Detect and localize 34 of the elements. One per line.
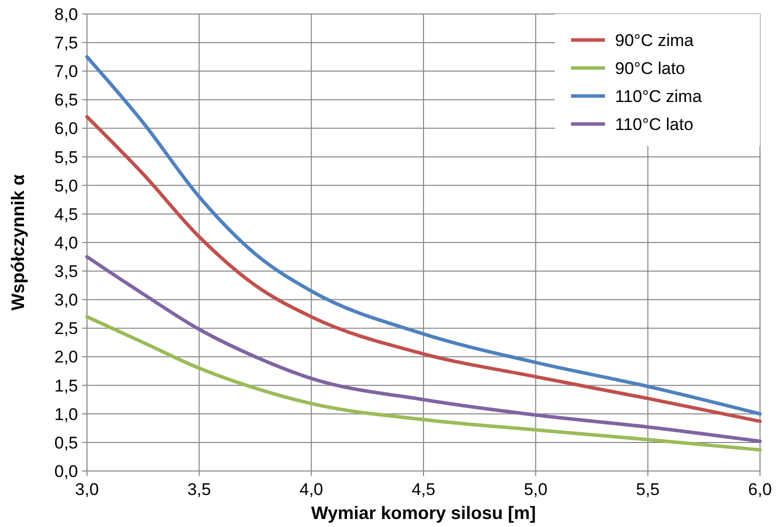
y-tick-label: 4,5: [54, 204, 78, 224]
y-tick-label: 3,0: [54, 290, 78, 310]
line-series: [85, 55, 762, 416]
legend-label: 90°C lato: [615, 58, 686, 78]
x-tick-label: 3,0: [75, 480, 99, 499]
legend-label: 110°C lato: [615, 114, 694, 134]
x-tick-label: 5,0: [524, 480, 548, 499]
x-tick-label: 3,5: [187, 480, 211, 499]
y-tick-label: 0,0: [54, 462, 78, 481]
y-tick-label: 3,5: [54, 262, 78, 282]
line-series: [85, 115, 762, 424]
y-tick-label: 1,0: [54, 404, 78, 424]
legend-label: 110°C zima: [615, 86, 702, 106]
x-tick-label: 5,5: [636, 480, 660, 499]
legend-label: 90°C zima: [615, 30, 694, 50]
x-tick-label: 4,5: [412, 480, 436, 499]
y-tick-label: 4,0: [54, 233, 78, 252]
y-tick-label: 7,0: [54, 62, 78, 82]
y-tick-label: 2,5: [54, 319, 78, 338]
y-tick-label: 2,0: [54, 348, 78, 367]
y-tick-label: 6,5: [54, 90, 78, 110]
y-tick-label: 7,5: [54, 34, 78, 53]
y-tick-label: 5,5: [54, 148, 78, 167]
line-series: [85, 255, 762, 444]
y-axis-title: Współczynnik α: [8, 174, 28, 311]
x-tick-label: 6,0: [748, 480, 772, 499]
y-tick-label: 5,0: [54, 176, 78, 196]
y-tick-label: 8,0: [54, 4, 78, 24]
x-tick-label: 4,0: [300, 480, 324, 499]
line-series: [85, 315, 762, 452]
y-tick-label: 0,5: [54, 433, 78, 452]
x-axis-title: Wymiar komory silosu [m]: [311, 503, 536, 523]
y-tick-label: 6,0: [54, 119, 78, 138]
y-tick-label: 1,5: [54, 376, 78, 396]
